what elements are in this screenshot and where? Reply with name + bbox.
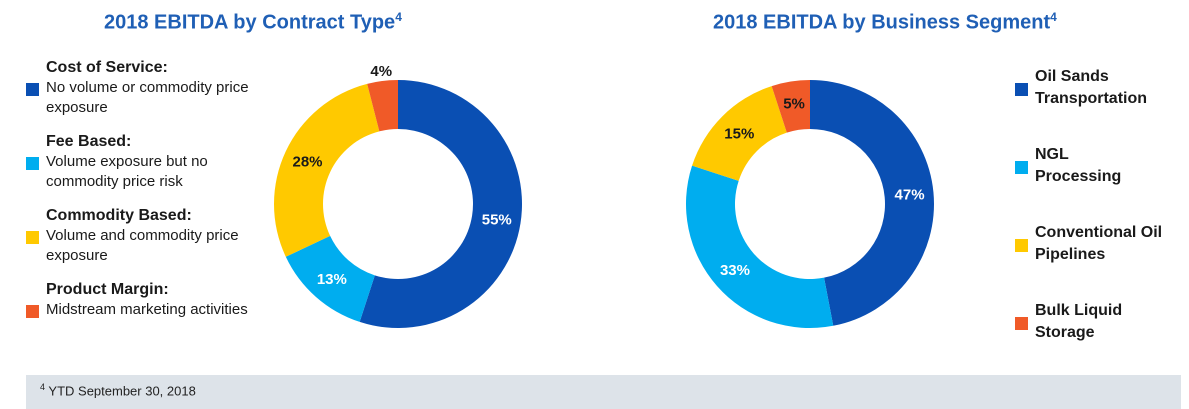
legend-entry-title: Fee Based: <box>46 133 132 150</box>
footnote-text: YTD September 30, 2018 <box>48 383 196 399</box>
footnote-marker: 4 <box>40 382 46 392</box>
legend-swatch <box>26 231 39 244</box>
legend-swatch <box>1015 317 1028 330</box>
legend-entry-description: Volume and commodity price exposure <box>46 227 239 264</box>
legend-entry-description: No volume or commodity price exposure <box>46 79 249 116</box>
legend-entry-product-margin: Product Margin: Midstream marketing acti… <box>24 280 314 320</box>
donut-chart-business-segment: 47% 33% 15% 5% <box>686 80 935 328</box>
donut-label-commodity-based: 28% <box>293 153 323 170</box>
legend-contract-type: Cost of Service: No volume or commodity … <box>24 58 314 334</box>
chart-title-contract-type: 2018 EBITDA by Contract Type4 <box>104 10 402 35</box>
donut-label-product-margin: 4% <box>370 63 392 80</box>
legend-swatch <box>26 157 39 170</box>
donut-slice-product-margin <box>367 80 398 132</box>
legend-entry-title: Cost of Service: <box>46 59 168 76</box>
legend-entry-label: Oil Sands Transportation <box>1035 68 1148 107</box>
donut-slice-fee-based <box>285 235 375 322</box>
donut-slice-cost-of-service <box>359 80 522 328</box>
footnote-ref: 4 <box>395 10 402 24</box>
legend-entry-commodity-based: Commodity Based: Volume and commodity pr… <box>24 206 314 266</box>
chart-title-text: 2018 EBITDA by Business Segment <box>713 11 1051 34</box>
legend-entry-title: Commodity Based: <box>46 207 192 224</box>
footnote: 4 YTD September 30, 2018 <box>40 382 196 398</box>
donut-slice-bulk-liquid-storage <box>771 80 810 133</box>
donut-label-oil-sands-transportation: 47% <box>895 187 925 204</box>
legend-entry-label: Bulk Liquid Storage <box>1035 302 1123 341</box>
donut-label-cost-of-service: 55% <box>482 212 512 229</box>
legend-swatch <box>26 305 39 318</box>
legend-entry-bulk-liquid: Bulk Liquid Storage <box>1013 300 1135 344</box>
chart-title-business-segment: 2018 EBITDA by Business Segment4 <box>713 10 1057 35</box>
legend-entry-ngl: NGL Processing <box>1013 144 1135 188</box>
legend-swatch <box>1015 83 1028 96</box>
footnote-bar: 4 YTD September 30, 2018 <box>26 375 1181 409</box>
donut-label-conventional-oil-pipelines: 15% <box>724 125 754 142</box>
donut-slice-ngl-processing <box>686 165 834 328</box>
legend-swatch <box>1015 239 1028 252</box>
donut-slice-commodity-based <box>274 83 380 257</box>
legend-entry-oil-sands: Oil Sands Transportation <box>1013 66 1165 110</box>
donut-slice-oil-sands-transportation <box>810 80 935 326</box>
donut-slice-conventional-oil-pipelines <box>692 86 787 181</box>
donut-chart-contract-type: 55% 13% 28% 4% <box>274 63 522 328</box>
legend-entry-description: Volume exposure but no commodity price r… <box>46 153 208 190</box>
legend-entry-cost-of-service: Cost of Service: No volume or commodity … <box>24 58 314 118</box>
footnote-ref: 4 <box>1050 10 1057 24</box>
legend-business-segment: Oil Sands Transportation NGL Processing … <box>1013 66 1189 344</box>
legend-swatch <box>26 83 39 96</box>
legend-entry-label: Conventional Oil Pipelines <box>1035 224 1163 263</box>
legend-entry-description: Midstream marketing activities <box>46 301 248 318</box>
donut-label-fee-based: 13% <box>317 271 347 288</box>
donut-label-ngl-processing: 33% <box>720 262 750 279</box>
donut-label-bulk-liquid-storage: 5% <box>783 95 805 112</box>
legend-swatch <box>1015 161 1028 174</box>
legend-entry-title: Product Margin: <box>46 281 169 298</box>
chart-title-text: 2018 EBITDA by Contract Type <box>104 11 396 34</box>
legend-entry-fee-based: Fee Based: Volume exposure but no commod… <box>24 132 314 192</box>
legend-entry-label: NGL Processing <box>1035 146 1122 185</box>
legend-entry-conventional-oil: Conventional Oil Pipelines <box>1013 222 1185 266</box>
